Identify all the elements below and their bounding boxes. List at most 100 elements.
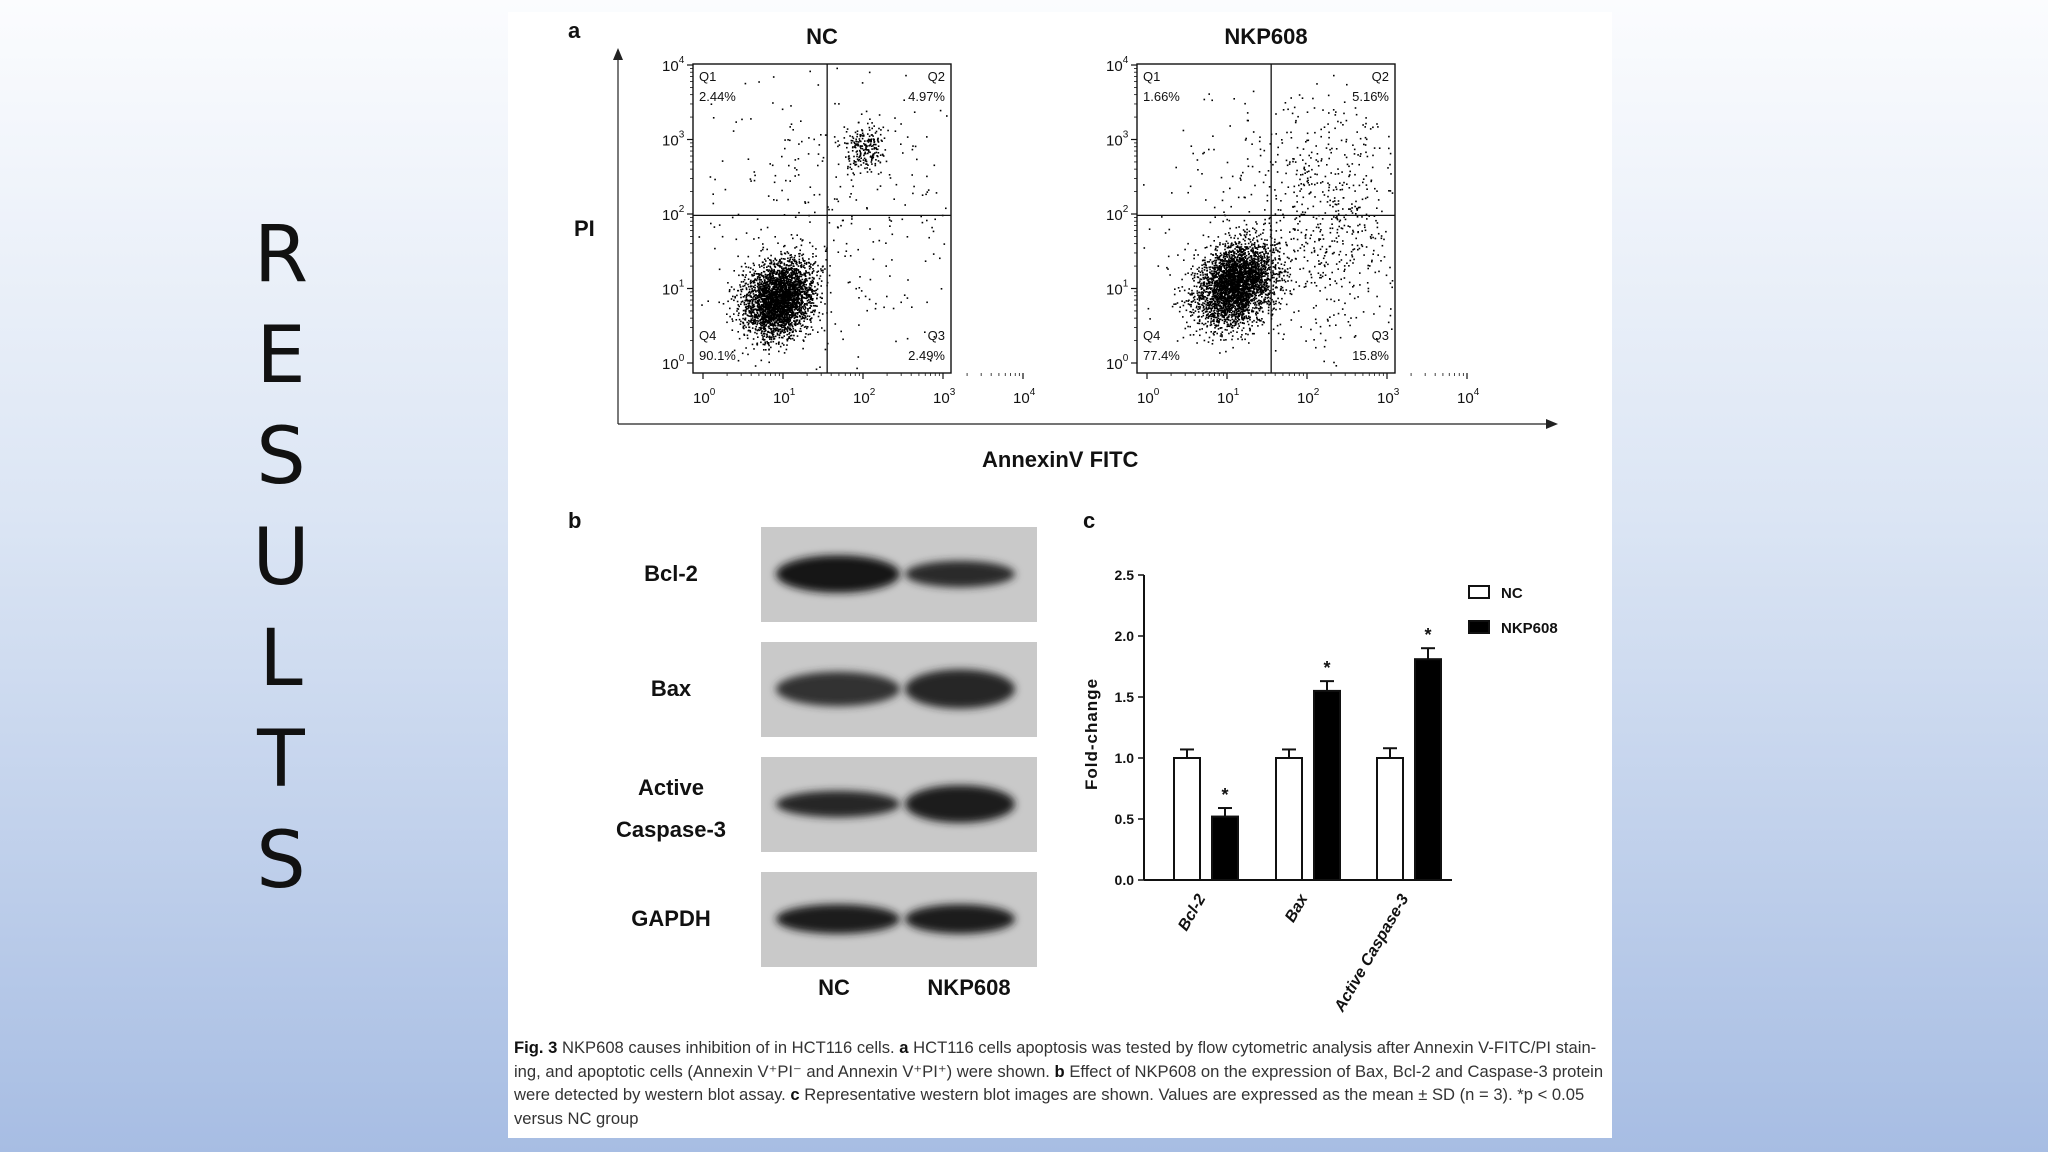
flow-dot <box>786 321 788 324</box>
flow-dot <box>763 313 765 315</box>
flow-dot <box>790 273 793 275</box>
flow-dot <box>786 289 788 291</box>
flow-dot <box>1246 320 1249 323</box>
flow-dot <box>764 305 767 308</box>
flow-dot <box>765 269 768 271</box>
flow-dot <box>762 336 764 338</box>
flow-dot <box>779 262 782 264</box>
flow-dot <box>758 291 760 294</box>
flow-dot <box>855 140 857 143</box>
flow-dot <box>799 279 802 282</box>
flow-dot <box>1265 263 1268 266</box>
flow-dot <box>748 302 751 305</box>
flow-dot <box>885 160 888 163</box>
flow-dot <box>1234 266 1237 269</box>
flow-dot <box>1207 236 1210 238</box>
flow-dot <box>714 178 716 181</box>
flow-dot <box>801 254 803 257</box>
flow-dot <box>812 293 814 295</box>
flow-dot <box>837 140 839 142</box>
title-letter: S <box>256 412 306 502</box>
flow-dot <box>743 302 746 304</box>
flow-dot <box>1241 285 1243 287</box>
flow-dot <box>802 283 805 286</box>
flow-dot <box>824 250 827 252</box>
flow-dot <box>796 301 799 304</box>
flow-dot <box>781 312 783 314</box>
flow-dot <box>800 266 802 269</box>
flow-dot <box>788 331 791 334</box>
flow-dot <box>781 108 784 111</box>
flow-dot <box>857 248 859 251</box>
flow-dot <box>1230 331 1232 334</box>
flow-dot <box>772 279 774 282</box>
flow-dot <box>749 294 751 296</box>
flow-dot <box>795 271 798 274</box>
flow-dot <box>818 193 821 196</box>
flow-dot <box>786 272 789 274</box>
flow-dot <box>782 272 784 275</box>
flow-dot <box>1275 281 1277 284</box>
flow-dot <box>1193 319 1196 322</box>
flow-dot <box>808 289 811 291</box>
flow-dot <box>775 321 778 324</box>
flow-dot <box>791 326 794 328</box>
flow-dot <box>767 289 770 292</box>
flow-dot <box>783 331 785 334</box>
flow-dot <box>742 270 745 272</box>
flow-dot <box>894 130 897 132</box>
flow-dot <box>1219 270 1221 272</box>
flow-dot <box>1236 304 1239 306</box>
flow-dot <box>751 287 753 290</box>
flow-dot <box>1224 301 1226 303</box>
flow-dot <box>809 300 811 303</box>
flow-dot <box>771 307 774 310</box>
flow-dot <box>809 277 811 279</box>
flow-dot <box>779 298 781 300</box>
flow-dot <box>758 264 760 266</box>
flow-dot <box>781 322 784 324</box>
flow-dot <box>775 327 778 329</box>
flow-dot <box>817 164 819 167</box>
flow-dot <box>804 290 806 292</box>
flow-dot <box>767 276 769 279</box>
flow-dot <box>790 284 792 287</box>
title-letter: R <box>253 210 309 300</box>
flow-dot <box>849 163 852 166</box>
flow-dot <box>806 286 808 289</box>
flow-dot <box>905 74 907 77</box>
flow-dot <box>796 309 799 311</box>
flow-dot <box>757 306 759 309</box>
flow-dot <box>803 304 805 307</box>
flow-dot <box>1201 287 1204 290</box>
flow-dot <box>759 293 762 295</box>
flow-dot <box>1205 277 1208 280</box>
flow-dot <box>785 279 787 282</box>
flow-dot <box>803 340 805 342</box>
flow-dot <box>871 163 873 165</box>
flow-dot <box>796 306 799 308</box>
flow-dot <box>763 271 766 273</box>
flow-dot <box>1251 258 1253 261</box>
flow-dot <box>857 159 860 162</box>
flow-dot <box>780 275 783 277</box>
flow-dot <box>791 306 793 308</box>
flow-dot <box>788 260 791 263</box>
flow-dot <box>1242 312 1245 315</box>
flow-dot <box>808 294 811 297</box>
flow-dot <box>1191 289 1193 292</box>
flow-dot <box>801 285 803 288</box>
flow-dot <box>866 171 869 173</box>
flow-dot <box>780 331 782 333</box>
flow-dot <box>1234 289 1237 292</box>
flow-dot <box>802 306 804 308</box>
flow-dot <box>736 307 739 310</box>
flow-dot <box>741 300 744 303</box>
flow-dot <box>751 322 753 324</box>
flow-dot <box>1197 254 1199 256</box>
flow-dot <box>754 320 756 322</box>
flow-dot <box>790 316 792 319</box>
flow-dot <box>784 282 787 285</box>
flow-dot <box>773 331 775 333</box>
flow-dot <box>805 293 807 295</box>
